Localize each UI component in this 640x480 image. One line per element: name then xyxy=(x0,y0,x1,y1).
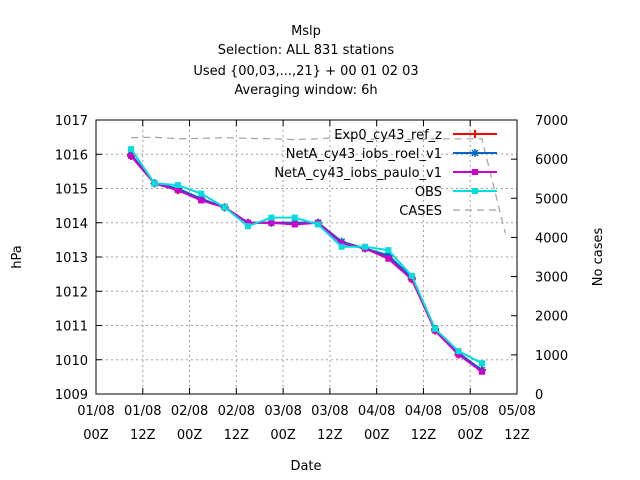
chart-title-line-2: Selection: ALL 831 stations xyxy=(218,43,395,58)
data-point xyxy=(361,243,368,250)
x-tick-label-hour: 00Z xyxy=(177,428,203,443)
y2-tick-label: 7000 xyxy=(535,114,568,129)
data-point xyxy=(198,190,205,197)
series-1 xyxy=(127,150,486,375)
y-tick-label: 1011 xyxy=(55,320,88,335)
legend: Exp0_cy43_ref_z NetA_cy43_iobs_roel_v1 Net… xyxy=(274,128,497,219)
data-point xyxy=(151,180,158,187)
x-tick-label-hour: 12Z xyxy=(411,428,437,443)
chart-title-line-3: Used {00,03,...,21} + 00 01 02 03 xyxy=(193,64,418,79)
series-line xyxy=(130,148,483,365)
x-tick-label-hour: 00Z xyxy=(364,428,390,443)
x-axis-ticks: 01/08 00Z 01/08 12Z 02/08 00Z 02/08 12Z 03/08 00Z… xyxy=(77,120,536,443)
data-point xyxy=(268,219,275,226)
x-tick-label-hour: 12Z xyxy=(504,428,530,443)
data-point xyxy=(315,221,322,228)
series-line-cases xyxy=(131,136,506,234)
data-point xyxy=(455,351,462,358)
y-axis-ticks: 1009 1010 1011 1012 1013 1014 1015 1016 1017 xyxy=(55,114,102,403)
x-tick-label-date: 03/08 xyxy=(264,404,301,419)
data-point xyxy=(338,243,345,250)
y-tick-label: 1010 xyxy=(55,354,88,369)
x-tick-label-date: 05/08 xyxy=(498,404,535,419)
series-layer xyxy=(127,136,506,375)
y2-axis-label: No cases xyxy=(591,228,606,287)
x-tick-label-date: 04/08 xyxy=(358,404,395,419)
data-point xyxy=(291,221,298,228)
y-tick-label: 1013 xyxy=(55,251,88,266)
plot-frame xyxy=(95,119,518,395)
data-point xyxy=(198,197,205,204)
y2-tick-label: 5000 xyxy=(535,192,568,207)
data-point xyxy=(455,348,462,355)
x-tick-label-date: 05/08 xyxy=(451,404,488,419)
data-point xyxy=(174,187,181,194)
data-point xyxy=(268,214,275,221)
y2-tick-label: 4000 xyxy=(535,231,568,246)
data-point xyxy=(291,214,298,221)
y2-tick-label: 0 xyxy=(535,388,543,403)
y-tick-label: 1012 xyxy=(55,285,88,300)
x-tick-label-date: 03/08 xyxy=(311,404,348,419)
x-tick-label-date: 04/08 xyxy=(405,404,442,419)
series-line xyxy=(130,155,483,373)
data-point xyxy=(128,152,135,159)
y-tick-label: 1017 xyxy=(55,114,88,129)
legend-label: NetA_cy43_iobs_paulo_v1 xyxy=(274,166,442,181)
x-tick-label-hour: 12Z xyxy=(224,428,250,443)
y2-tick-label: 1000 xyxy=(535,349,568,364)
x-axis-label: Date xyxy=(290,459,321,474)
y-tick-label: 1015 xyxy=(55,183,88,198)
y2-tick-label: 3000 xyxy=(535,271,568,286)
y2-tick-label: 2000 xyxy=(535,310,568,325)
data-point xyxy=(432,325,439,332)
x-tick-label-hour: 12Z xyxy=(317,428,343,443)
x-tick-label-hour: 12Z xyxy=(130,428,156,443)
legend-label: CASES xyxy=(399,204,442,219)
series-3 xyxy=(128,146,485,367)
x-tick-label-hour: 00Z xyxy=(270,428,296,443)
legend-label: OBS xyxy=(415,185,442,200)
legend-label: NetA_cy43_iobs_roel_v1 xyxy=(286,147,442,162)
x-tick-label-hour: 00Z xyxy=(83,428,109,443)
data-point xyxy=(471,130,479,138)
y-tick-label: 1016 xyxy=(55,148,88,163)
data-point xyxy=(408,272,415,279)
legend-label: Exp0_cy43_ref_z xyxy=(334,128,442,143)
data-point xyxy=(478,360,485,367)
series-cases xyxy=(131,136,506,234)
y-tick-label: 1014 xyxy=(55,217,88,232)
data-point xyxy=(245,219,252,226)
data-point xyxy=(174,182,181,189)
y-tick-label: 1009 xyxy=(55,388,88,403)
data-point xyxy=(385,247,392,254)
y2-axis-ticks: 0 1000 2000 3000 4000 5000 6000 7000 xyxy=(511,114,568,403)
y2-tick-label: 6000 xyxy=(535,153,568,168)
data-point xyxy=(385,255,392,262)
data-point xyxy=(472,188,478,194)
data-point xyxy=(128,146,135,153)
chart-title-line-1: Mslp xyxy=(291,24,321,39)
x-tick-label-date: 01/08 xyxy=(124,404,161,419)
data-point xyxy=(472,169,478,175)
x-tick-label-date: 02/08 xyxy=(171,404,208,419)
x-tick-label-hour: 00Z xyxy=(457,428,483,443)
data-point xyxy=(471,149,479,157)
data-point xyxy=(384,251,393,260)
data-point xyxy=(245,223,252,230)
data-point xyxy=(221,204,228,211)
x-tick-label-date: 01/08 xyxy=(77,404,114,419)
data-point xyxy=(338,240,345,247)
y-axis-label: hPa xyxy=(10,245,25,268)
x-tick-label-date: 02/08 xyxy=(218,404,255,419)
chart-title-block: Mslp Selection: ALL 831 stations Used {0… xyxy=(193,24,418,98)
data-point xyxy=(408,276,415,283)
chart-title-line-4: Averaging window: 6h xyxy=(234,83,377,98)
data-point xyxy=(478,368,485,375)
